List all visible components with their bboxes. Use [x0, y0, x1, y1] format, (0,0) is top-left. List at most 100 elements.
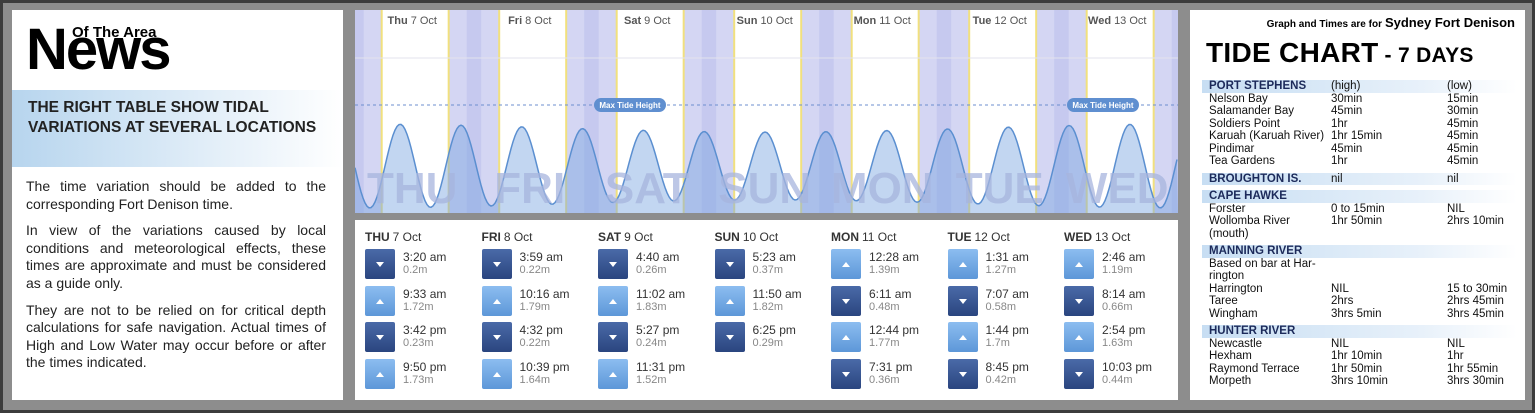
tide-height: 0.22m: [519, 337, 551, 349]
location-table: PORT STEPHENS (high) (low) Nelson Bay 30min 1…: [1202, 80, 1517, 393]
location-name: Pindimar: [1209, 142, 1255, 155]
arrow-shape: [958, 335, 967, 340]
high-col: [1331, 190, 1447, 203]
location-name: Raymond Terrace: [1209, 362, 1300, 375]
day-weekday: Fri: [508, 15, 522, 27]
tide-icon: [365, 249, 395, 279]
low-time: 3hrs 30min: [1447, 375, 1504, 387]
arrow: [725, 298, 734, 304]
high-time: 1hr 50min: [1331, 215, 1383, 227]
day-header: Fri 8 Oct: [508, 15, 551, 27]
day-date: 13 Oct: [1114, 15, 1146, 27]
arrow: [609, 262, 617, 267]
tide-entry: 4:32 pm 0.22m: [481, 322, 592, 354]
arrow: [958, 335, 967, 340]
location-name: Salamander Bay: [1209, 105, 1295, 117]
location-row: Newcastle NIL NIL: [1202, 338, 1517, 351]
arrow: [376, 262, 384, 267]
high-time: 3hrs 10min: [1331, 375, 1388, 387]
subtitle: - 7 DAYS: [1384, 44, 1474, 67]
day-label: SAT: [605, 164, 690, 213]
tide-time: 3:42 pm: [403, 323, 447, 337]
tide-icon: [481, 249, 512, 279]
logo-top: Of The Area: [72, 24, 157, 41]
location-row: Salamander Bay 45min 30min: [1202, 105, 1517, 118]
arrow-shape: [842, 262, 850, 267]
day-weekday: MON: [831, 230, 859, 244]
tide-height: 0.37m: [752, 264, 784, 276]
location-name: Forster: [1209, 202, 1246, 215]
arrow-shape: [492, 335, 501, 340]
day-column: SUN 10 Oct 5:23 am 0.37m 11:50 am 1.82m 6:25 p…: [705, 220, 822, 400]
location-name: Soldiers Point: [1209, 117, 1280, 130]
tide-icon: [947, 249, 978, 279]
logo-main: News: [26, 17, 172, 82]
low-time: 15 to 30min: [1447, 282, 1508, 295]
tide-entry: 10:39 pm 1.64m: [481, 358, 592, 391]
tide-time: 1:31 am: [985, 250, 1029, 264]
day-header: MON 11 Oct: [831, 230, 896, 244]
daylight: [499, 10, 567, 213]
day-date: 9 Oct: [644, 15, 670, 27]
tide-height: 1.77m: [869, 337, 900, 349]
day-date: 12 Oct: [974, 230, 1010, 244]
tide-time: 12:28 am: [869, 250, 920, 264]
tide-entry: 1:44 pm 1.7m: [947, 322, 1058, 354]
paragraph: In view of the variations caused by loca…: [26, 222, 326, 291]
tide-entry: 7:31 pm 0.36m: [831, 358, 941, 391]
section: BROUGHTON IS. nil nil: [1202, 172, 1517, 185]
arrow-shape: [376, 371, 384, 377]
day-date: 7 Oct: [411, 15, 437, 27]
location-name: Karuah (Karuah River): [1209, 130, 1325, 142]
tide-table: THU 7 Oct 3:20 am 0.2m 9:33 am 1.72m 3:42 pm 0.…: [355, 220, 1178, 400]
tide-curve: [355, 123, 1178, 209]
low-time: 45min: [1447, 142, 1479, 155]
tide-time: 11:31 pm: [636, 359, 686, 374]
day-label: WED: [1066, 164, 1169, 213]
day-header: Wed 13 Oct: [1088, 15, 1146, 27]
day-column: SAT 9 Oct 4:40 am 0.26m 11:02 am 1.83m 5:27 pm…: [588, 220, 705, 400]
tide-time: 4:40 am: [636, 250, 680, 264]
arrow-shape: [1075, 298, 1083, 304]
tide-icon: [598, 249, 628, 279]
tide-height: 1.82m: [752, 300, 784, 313]
day-header: Thu 7 Oct: [388, 15, 437, 27]
day-weekday: THU: [365, 230, 390, 244]
location-row: Wingham 3hrs 5min 3hrs 45min: [1202, 308, 1517, 321]
arrow: [492, 298, 501, 304]
tide-time: 5:27 pm: [636, 323, 680, 337]
arrow-shape: [376, 298, 384, 304]
daylight: [969, 10, 1037, 213]
high-col: [1331, 325, 1447, 338]
tide-icon: [365, 358, 395, 389]
arrow-shape: [492, 371, 501, 377]
max-label: Max Tide Height: [1072, 101, 1134, 110]
tide-time: 8:45 pm: [985, 359, 1029, 374]
paragraph: The time variation should be added to th…: [26, 178, 326, 212]
location-row: Karuah (Karuah River) 1hr 15min 45min: [1202, 130, 1517, 143]
day-weekday: TUE: [947, 230, 972, 244]
day-weekday: WED: [1064, 230, 1092, 244]
day-label: MON: [831, 164, 934, 213]
low-time: 1hr 55min: [1447, 362, 1499, 375]
tide-graph: THU FRI SAT SUN MON TUE WED Thu 7 Oct Fri 8 Oct Sat…: [355, 10, 1178, 213]
low-time: 1hr: [1447, 350, 1464, 362]
tide-time: 10:03 pm: [1102, 359, 1153, 374]
low-col: (low): [1447, 80, 1472, 92]
low-col: [1447, 245, 1517, 258]
day-weekday: SUN: [714, 230, 740, 244]
tide-height: 1.52m: [636, 373, 667, 386]
section-header: CAPE HAWKE: [1202, 190, 1517, 203]
day-date: 8 Oct: [503, 230, 533, 244]
day-label: FRI: [494, 164, 565, 213]
tide-height: 0.24m: [636, 337, 667, 349]
high-col: [1331, 245, 1447, 258]
arrow: [376, 371, 384, 377]
low-time: 15min: [1447, 92, 1479, 105]
arrow-shape: [842, 298, 850, 304]
note-text: Graph and Times are for: [1266, 19, 1382, 30]
section: HUNTER RIVER Newcastle NIL NIL Hexham 1hr 10m…: [1202, 325, 1517, 388]
location-row: Hexham 1hr 10min 1hr: [1202, 350, 1517, 363]
day-column: FRI 8 Oct 3:59 am 0.22m 10:16 am 1.79m 4:32 pm…: [472, 220, 589, 400]
tide-icon: [481, 358, 512, 389]
